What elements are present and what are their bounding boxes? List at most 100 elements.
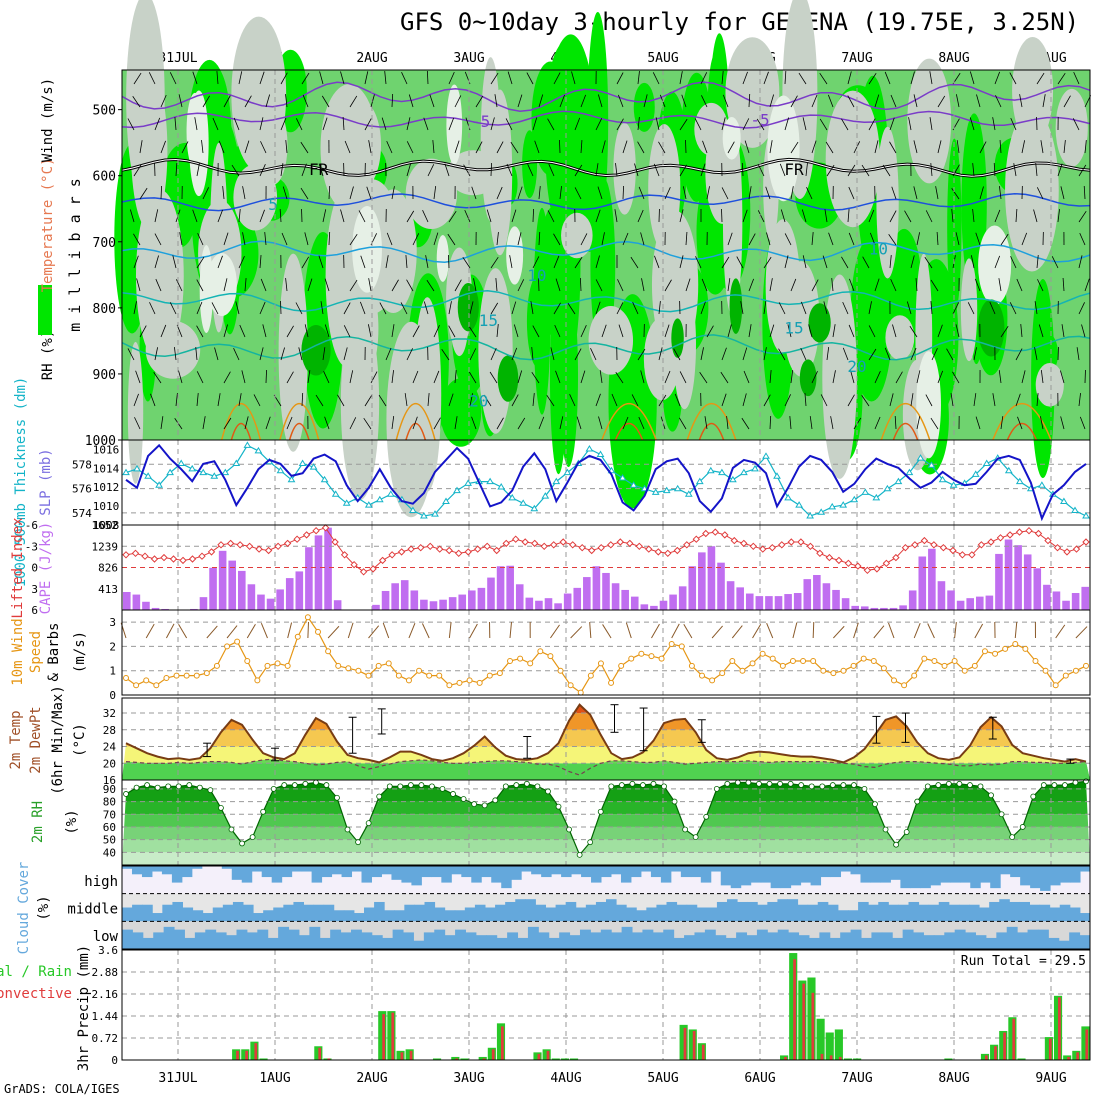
- cloud-cover-bar: [465, 932, 477, 949]
- wind10-barb: [833, 625, 845, 639]
- wind-barb: [1072, 118, 1080, 131]
- wind10-barb: [731, 625, 743, 639]
- wind-barb: [489, 371, 498, 384]
- wind10-speed-line-marker: [345, 665, 352, 672]
- slp-line-marker: [662, 486, 671, 494]
- wind-barb: [196, 301, 203, 315]
- temp-band: [122, 713, 1090, 730]
- wind10-speed-line-marker: [183, 672, 190, 679]
- y-tick-label: 80: [103, 796, 116, 809]
- wind-barb: [554, 324, 561, 338]
- wind-barb: [386, 232, 393, 246]
- cloud-cover-bar: [535, 904, 546, 922]
- cloud-cover-bar: [174, 929, 185, 949]
- wind-barb: [616, 302, 624, 315]
- wind10-barb: [711, 625, 723, 639]
- rh-marker: [481, 802, 488, 809]
- wind10-barb: [625, 622, 632, 639]
- rh-marker: [808, 783, 815, 790]
- wind-barb: [471, 416, 477, 430]
- x-tick-label-bottom: 31JUL: [158, 1071, 197, 1086]
- slp-line-marker: [784, 493, 792, 501]
- wind-barb: [1017, 416, 1023, 430]
- cape-bar: [573, 587, 582, 610]
- wind-barb: [994, 255, 1001, 269]
- wind10-speed-line-marker: [244, 658, 251, 664]
- wind10-speed-line-marker: [1022, 645, 1029, 652]
- precip-convective-bar: [318, 1047, 322, 1060]
- cape-bar: [477, 587, 486, 610]
- cloud-cover-bar: [283, 904, 294, 922]
- wind-barb: [622, 140, 628, 154]
- rh-marker: [1051, 782, 1058, 788]
- warm-contour-inner: [230, 422, 252, 441]
- wind-barb: [364, 394, 373, 407]
- run-total-annotation: Run Total = 29.5: [961, 954, 1086, 969]
- wind-barb: [924, 256, 933, 269]
- wind-barb: [574, 117, 581, 131]
- cape-bar: [755, 596, 764, 610]
- li-marker: [198, 552, 206, 560]
- wind-barb: [638, 186, 645, 200]
- slp-line-marker: [287, 475, 296, 483]
- slp-line-marker: [420, 512, 428, 519]
- wind-barb: [441, 349, 450, 361]
- li-marker: [502, 539, 510, 548]
- li-marker: [816, 549, 824, 558]
- wind-barb: [129, 209, 135, 223]
- wind-barb: [238, 393, 242, 407]
- wind10-speed-line-marker: [234, 638, 241, 645]
- wind-barb: [889, 141, 897, 154]
- rh-marker: [429, 783, 435, 790]
- precip-total-bar: [560, 1058, 569, 1060]
- cloud-cover-bar: [340, 932, 352, 949]
- wind-barb: [175, 163, 178, 177]
- rh-marker: [302, 780, 309, 787]
- wind-barb: [384, 71, 387, 85]
- wind-barb: [423, 117, 429, 131]
- dewpt-area: [122, 759, 1090, 780]
- precip-convective-bar: [701, 1044, 705, 1060]
- wind10-speed-line-marker: [911, 672, 918, 679]
- rh-marker: [207, 787, 214, 794]
- wind10-speed-line-marker: [355, 667, 362, 674]
- rh-marker: [365, 820, 372, 827]
- slp-line-marker: [673, 484, 682, 492]
- wind-barb: [231, 164, 240, 177]
- cloud-cover-bar: [930, 866, 941, 886]
- cloud-cover-bar: [954, 929, 966, 949]
- cape-bar: [496, 566, 505, 610]
- wind-barb: [998, 370, 1002, 384]
- wind-barb: [1061, 324, 1065, 338]
- wind-barb: [406, 210, 415, 223]
- wind-barb: [391, 93, 394, 108]
- cape-bar: [956, 600, 965, 610]
- cloud-cover-bar: [232, 901, 244, 922]
- cloud-cover-bar: [403, 932, 414, 949]
- wind10-speed-line-marker: [547, 653, 554, 660]
- wind-barb: [538, 94, 544, 108]
- wind-barb: [769, 94, 775, 108]
- cloud-cover-bar: [351, 866, 363, 872]
- cloud-cover-bar: [1049, 907, 1061, 922]
- wind-barb: [1036, 72, 1045, 85]
- wind-barb: [1009, 72, 1017, 85]
- precip-convective-bar: [1058, 997, 1061, 1060]
- wind-barb: [892, 324, 897, 338]
- cloud-cover-bar: [1000, 866, 1011, 875]
- y-tick-label: 1: [109, 665, 116, 678]
- wind-barb: [454, 95, 462, 108]
- wind-barb: [259, 209, 265, 223]
- li-marker: [521, 538, 529, 546]
- wind-barb: [848, 232, 855, 246]
- cape-bar: [851, 605, 859, 610]
- wind-barb: [242, 232, 246, 246]
- slp-line-marker: [773, 472, 781, 479]
- li-marker: [492, 546, 501, 555]
- cape-bar: [592, 566, 601, 610]
- wind-barb: [343, 325, 351, 338]
- wind-barb: [559, 186, 562, 200]
- cloud-cover-bar: [491, 866, 502, 883]
- wind-barb: [634, 163, 639, 177]
